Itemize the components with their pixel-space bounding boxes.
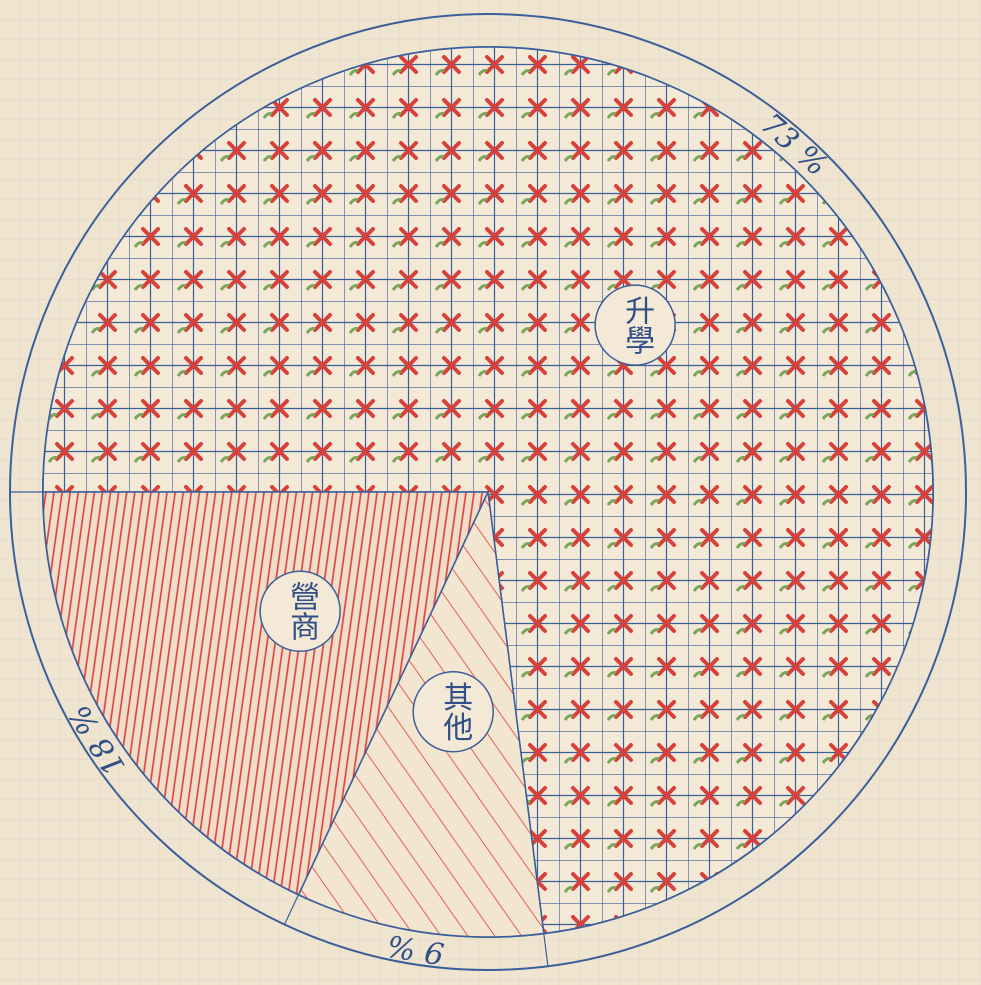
category-label: 升學	[619, 295, 654, 355]
slice-divider	[487, 491, 549, 967]
category-label: 營商	[284, 581, 319, 641]
label-circle	[594, 284, 676, 366]
category-label: 其他	[437, 682, 473, 742]
pie-slice	[42, 491, 490, 896]
slice-divider	[283, 491, 489, 925]
label-circle	[412, 671, 494, 753]
label-circle	[259, 570, 341, 652]
